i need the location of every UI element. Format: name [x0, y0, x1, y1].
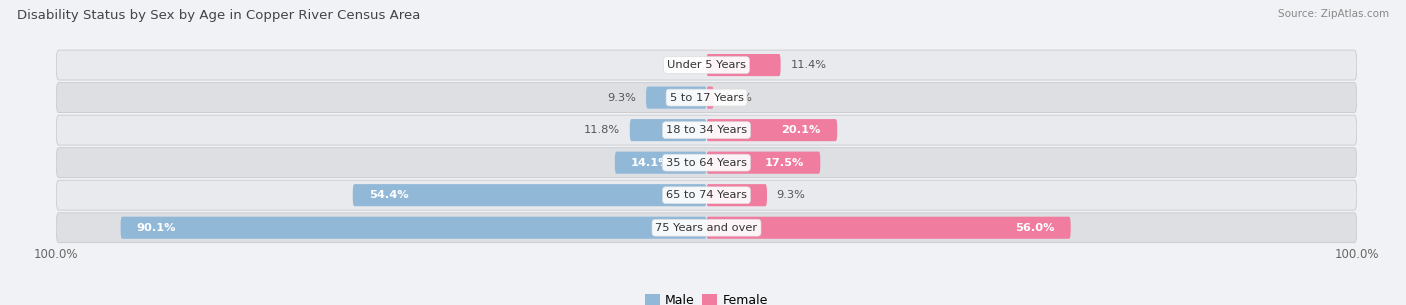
FancyBboxPatch shape [353, 184, 707, 206]
Text: 35 to 64 Years: 35 to 64 Years [666, 158, 747, 168]
FancyBboxPatch shape [630, 119, 707, 141]
Text: 75 Years and over: 75 Years and over [655, 223, 758, 233]
Text: 18 to 34 Years: 18 to 34 Years [666, 125, 747, 135]
Text: 17.5%: 17.5% [765, 158, 804, 168]
FancyBboxPatch shape [707, 119, 837, 141]
Text: Disability Status by Sex by Age in Copper River Census Area: Disability Status by Sex by Age in Coppe… [17, 9, 420, 22]
Text: 0.0%: 0.0% [668, 60, 697, 70]
FancyBboxPatch shape [707, 152, 820, 174]
FancyBboxPatch shape [56, 83, 1357, 113]
Text: 5 to 17 Years: 5 to 17 Years [669, 93, 744, 102]
FancyBboxPatch shape [56, 148, 1357, 178]
FancyBboxPatch shape [121, 217, 707, 239]
Text: 90.1%: 90.1% [136, 223, 176, 233]
FancyBboxPatch shape [614, 152, 707, 174]
FancyBboxPatch shape [56, 115, 1357, 145]
Text: 65 to 74 Years: 65 to 74 Years [666, 190, 747, 200]
Text: 1.1%: 1.1% [724, 93, 752, 102]
Text: 9.3%: 9.3% [607, 93, 637, 102]
FancyBboxPatch shape [707, 87, 714, 109]
Text: Source: ZipAtlas.com: Source: ZipAtlas.com [1278, 9, 1389, 19]
FancyBboxPatch shape [56, 213, 1357, 243]
FancyBboxPatch shape [707, 54, 780, 76]
Text: 11.4%: 11.4% [790, 60, 827, 70]
Text: 56.0%: 56.0% [1015, 223, 1054, 233]
Text: 14.1%: 14.1% [631, 158, 671, 168]
FancyBboxPatch shape [707, 184, 768, 206]
FancyBboxPatch shape [56, 180, 1357, 210]
Text: 20.1%: 20.1% [782, 125, 821, 135]
Text: 11.8%: 11.8% [583, 125, 620, 135]
Legend: Male, Female: Male, Female [640, 289, 773, 305]
FancyBboxPatch shape [645, 87, 707, 109]
Text: 54.4%: 54.4% [368, 190, 409, 200]
FancyBboxPatch shape [56, 50, 1357, 80]
FancyBboxPatch shape [707, 217, 1071, 239]
Text: 9.3%: 9.3% [776, 190, 806, 200]
Text: Under 5 Years: Under 5 Years [666, 60, 747, 70]
